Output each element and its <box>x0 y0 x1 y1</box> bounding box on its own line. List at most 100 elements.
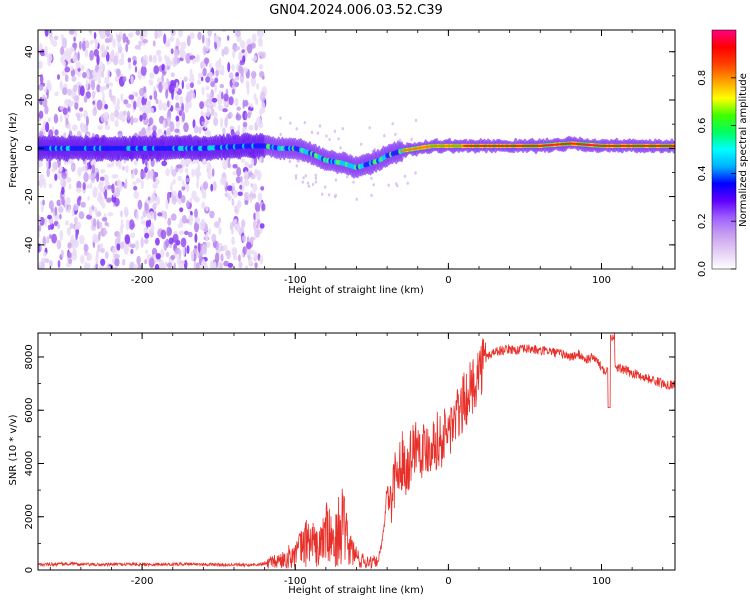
noise-blob <box>234 46 241 51</box>
noise-blob <box>59 114 63 123</box>
noise-blob <box>243 192 249 199</box>
noise-blob <box>254 201 261 212</box>
noise-blob <box>209 77 214 83</box>
noise-blob <box>205 231 209 241</box>
noise-blob <box>235 113 242 121</box>
noise-blob <box>179 207 184 213</box>
noise-blob <box>339 146 342 150</box>
noise-blob <box>207 170 212 180</box>
noise-blob <box>257 192 263 202</box>
noise-blob <box>242 67 248 73</box>
noise-blob <box>39 173 45 182</box>
spectrogram-data <box>38 30 675 269</box>
colorbar-tick-label: 0.2 <box>697 213 708 229</box>
noise-blob <box>213 112 218 119</box>
noise-blob <box>137 199 143 210</box>
noise-blob <box>154 30 158 40</box>
figure-title: GN04.2024.006.03.52.C39 <box>269 3 443 18</box>
noise-blob <box>295 164 298 168</box>
noise-blob <box>210 80 216 88</box>
noise-blob <box>174 128 180 133</box>
noise-blob <box>207 30 212 37</box>
noise-blob <box>178 249 182 260</box>
noise-blob <box>104 76 110 85</box>
noise-blob <box>123 182 127 189</box>
noise-blob <box>45 121 50 133</box>
x-tick-label: -200 <box>131 275 154 286</box>
noise-blob <box>212 181 217 192</box>
noise-blob <box>243 179 250 187</box>
noise-blob <box>148 79 154 86</box>
noise-blob <box>53 35 59 41</box>
noise-blob <box>372 183 375 187</box>
noise-blob <box>97 244 101 253</box>
noise-blob <box>231 88 235 95</box>
noise-blob <box>40 74 44 85</box>
noise-blob <box>165 238 170 248</box>
noise-blob <box>147 105 151 114</box>
noise-blob <box>75 230 78 240</box>
noise-blob <box>201 201 206 209</box>
noise-blob <box>172 233 179 243</box>
noise-blob <box>163 210 168 220</box>
noise-blob <box>185 52 191 64</box>
noise-blob <box>68 258 73 265</box>
noise-blob <box>47 52 53 63</box>
noise-blob <box>68 183 72 190</box>
noise-blob <box>186 91 192 103</box>
noise-blob <box>114 257 120 267</box>
noise-blob <box>100 169 106 174</box>
noise-blob <box>80 122 86 133</box>
noise-blob <box>205 57 209 67</box>
noise-blob <box>153 210 157 221</box>
spectrogram-xlabel: Height of straight line (km) <box>288 285 424 296</box>
noise-blob <box>144 166 148 173</box>
noise-blob <box>158 262 164 269</box>
noise-blob <box>241 252 244 258</box>
noise-blob <box>132 117 139 123</box>
noise-blob <box>187 100 192 109</box>
x-tick-label: 100 <box>592 275 611 286</box>
noise-blob <box>304 174 307 178</box>
noise-blob <box>64 200 69 205</box>
noise-blob <box>100 258 106 266</box>
noise-blob <box>294 174 298 178</box>
noise-blob <box>44 45 48 56</box>
noise-blob <box>257 30 262 34</box>
noise-blob <box>334 178 338 182</box>
noise-blob <box>39 49 46 57</box>
noise-blob <box>202 112 207 117</box>
noise-blob <box>86 184 90 189</box>
noise-blob <box>192 119 196 129</box>
noise-blob <box>165 198 169 210</box>
noise-blob <box>302 176 305 180</box>
noise-blob <box>126 39 130 45</box>
noise-blob <box>174 94 180 101</box>
noise-blob <box>183 259 188 269</box>
noise-blob <box>65 117 69 126</box>
noise-blob <box>52 161 59 171</box>
noise-blob <box>196 172 200 182</box>
noise-blob <box>72 42 78 49</box>
noise-blob <box>142 39 149 44</box>
noise-blob <box>132 91 136 96</box>
noise-blob <box>61 186 65 195</box>
noise-blob <box>232 248 237 259</box>
noise-blob <box>91 164 96 174</box>
noise-blob <box>114 253 120 259</box>
noise-blob <box>301 180 304 184</box>
noise-blob <box>142 98 147 106</box>
noise-blob <box>97 68 102 78</box>
noise-blob <box>110 50 115 60</box>
noise-blob <box>124 234 131 245</box>
noise-blob <box>410 137 413 141</box>
noise-blob <box>99 247 105 254</box>
noise-blob <box>193 260 197 269</box>
noise-blob <box>86 214 93 220</box>
noise-blob <box>279 132 282 136</box>
noise-blob <box>143 92 147 99</box>
noise-blob <box>139 114 143 122</box>
noise-blob <box>157 30 163 37</box>
noise-blob <box>162 82 169 91</box>
noise-blob <box>129 243 136 249</box>
